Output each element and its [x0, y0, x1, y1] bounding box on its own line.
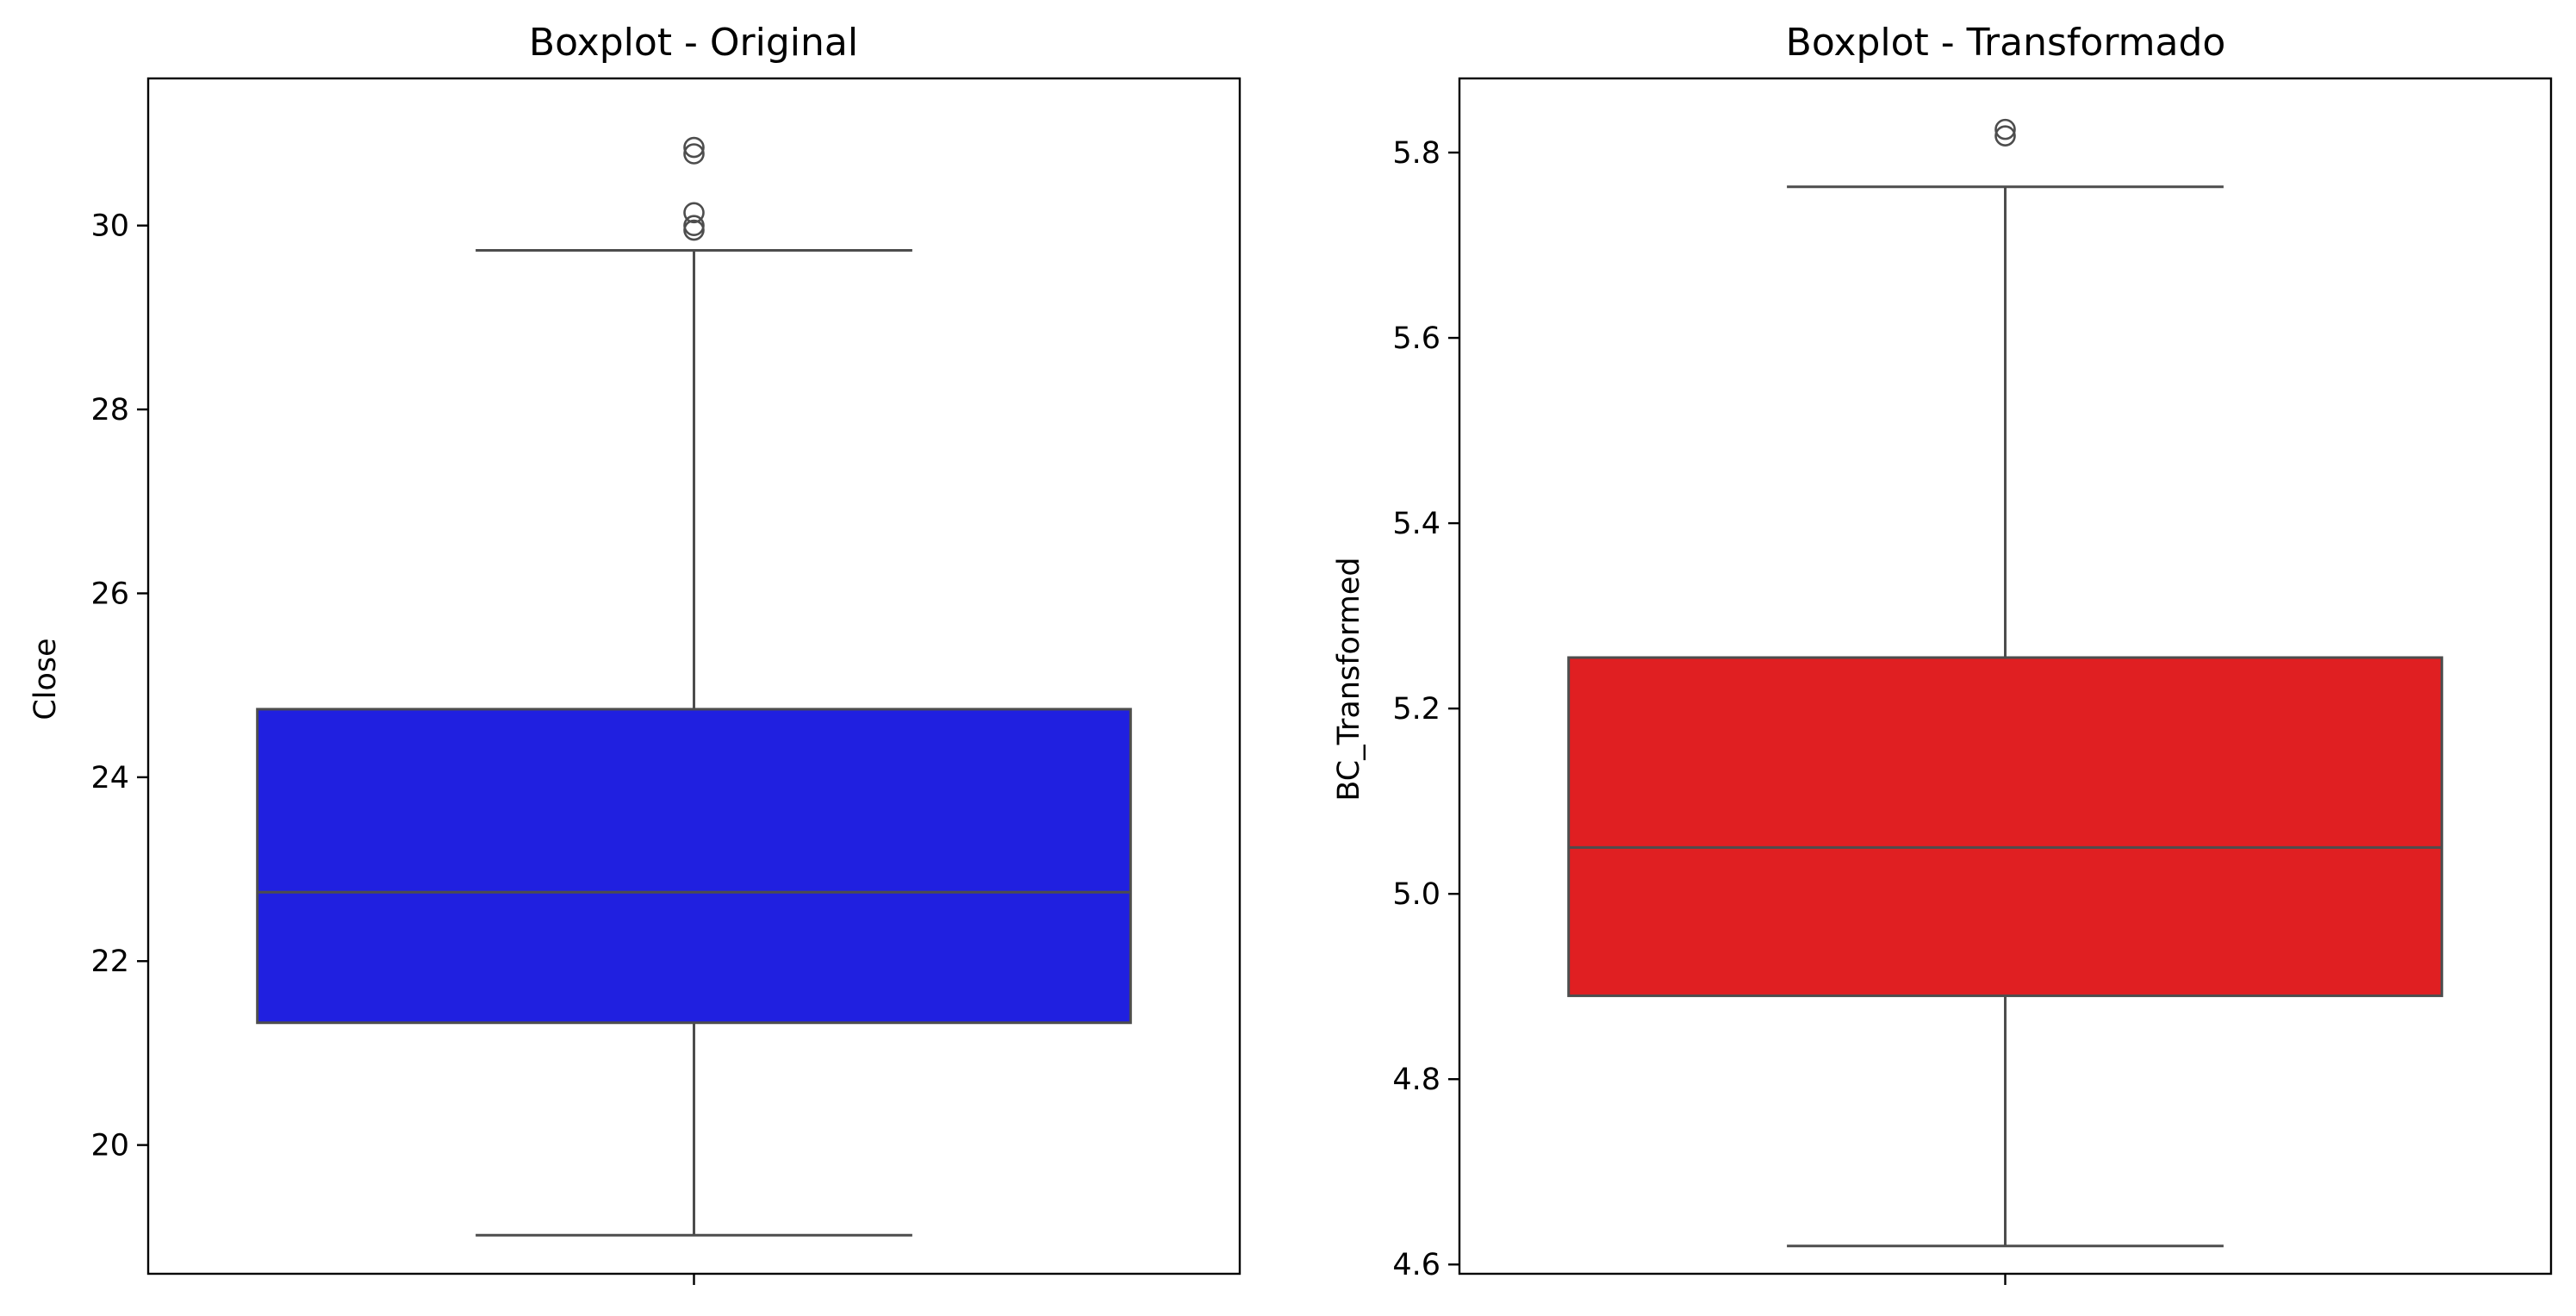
plot-area-transformado: 4.6 4.8 5.0 5.2 5.4 5.6 5.8 — [1392, 118, 2443, 1285]
y-tick-label: 5.4 — [1392, 507, 1440, 541]
axes-frame-original — [146, 77, 1241, 1275]
panel-transformado: Boxplot - Transformado BC_Transformed 4.… — [1332, 21, 2553, 1285]
y-tick-label: 28 — [90, 393, 129, 427]
y-tick-label: 5.2 — [1392, 692, 1440, 727]
y-tick-label: 20 — [90, 1129, 129, 1163]
outlier-point — [1994, 118, 2016, 140]
panel-original: Boxplot - Original Close 20 22 24 26 28 30 — [28, 21, 1241, 1285]
outlier-point — [683, 202, 705, 224]
y-tick-label: 5.0 — [1392, 877, 1440, 912]
axes-frame-transformado — [1458, 77, 2553, 1275]
y-axis-label-original: Close — [28, 638, 63, 720]
iqr-box — [1567, 656, 2443, 997]
plot-area-original: 20 22 24 26 28 30 — [90, 136, 1132, 1285]
y-tick-label: 30 — [90, 209, 129, 244]
y-tick-label: 22 — [90, 945, 129, 979]
chart-title-transformado: Boxplot - Transformado — [1786, 21, 2226, 65]
outlier-point — [1994, 125, 2016, 147]
outlier-point — [683, 143, 705, 165]
y-tick-label: 4.6 — [1392, 1248, 1440, 1282]
y-tick-label: 4.8 — [1392, 1063, 1440, 1097]
outlier-point — [683, 215, 705, 237]
chart-title-original: Boxplot - Original — [529, 21, 858, 65]
outlier-point — [683, 219, 705, 241]
y-axis-label-transformado: BC_Transformed — [1332, 557, 1366, 801]
y-tick-label: 5.8 — [1392, 136, 1440, 171]
iqr-box — [256, 708, 1132, 1025]
y-tick-label: 5.6 — [1392, 321, 1440, 356]
y-tick-label: 26 — [90, 577, 129, 611]
outlier-point — [683, 136, 705, 159]
y-tick-label: 24 — [90, 761, 129, 795]
